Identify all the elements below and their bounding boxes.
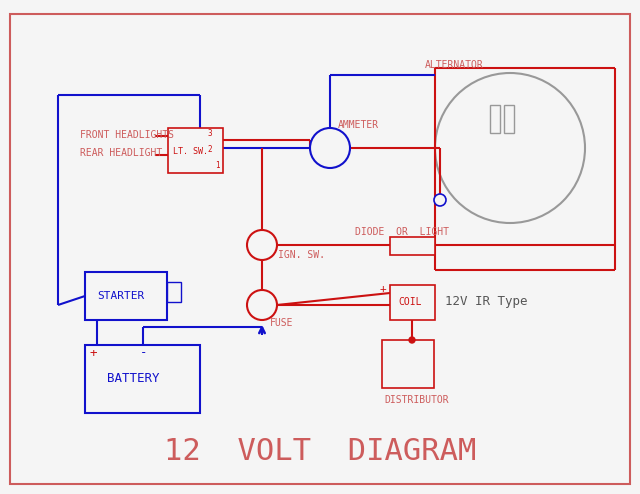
Bar xyxy=(85,272,167,320)
Text: 2: 2 xyxy=(207,146,212,155)
Text: BATTERY: BATTERY xyxy=(107,372,159,385)
Circle shape xyxy=(434,194,446,206)
Circle shape xyxy=(310,128,350,168)
Text: DIODE  OR  LIGHT: DIODE OR LIGHT xyxy=(355,227,449,237)
Text: REAR HEADLIGHT: REAR HEADLIGHT xyxy=(80,148,163,158)
Text: +: + xyxy=(90,346,97,360)
Text: +: + xyxy=(380,284,387,294)
Text: ALTERNATOR: ALTERNATOR xyxy=(425,60,484,70)
Text: B: B xyxy=(434,197,438,206)
Bar xyxy=(390,285,435,320)
Text: 3: 3 xyxy=(207,129,212,138)
Bar xyxy=(85,345,200,413)
Text: IGN. SW.: IGN. SW. xyxy=(278,250,325,260)
Text: -: - xyxy=(140,346,147,360)
Text: COIL: COIL xyxy=(398,297,422,307)
Text: STARTER: STARTER xyxy=(97,291,144,301)
Text: LT. SW.: LT. SW. xyxy=(173,148,208,157)
Bar xyxy=(167,282,181,302)
Circle shape xyxy=(409,337,415,343)
Text: FRONT HEADLIGHTS: FRONT HEADLIGHTS xyxy=(80,130,174,140)
Bar xyxy=(504,105,514,133)
Text: FUSE: FUSE xyxy=(270,318,294,328)
Bar xyxy=(490,105,500,133)
Bar xyxy=(390,237,435,255)
Circle shape xyxy=(247,230,277,260)
Bar xyxy=(382,340,434,388)
Text: AMMETER: AMMETER xyxy=(338,120,379,130)
Text: 12V IR Type: 12V IR Type xyxy=(445,295,527,308)
Text: DISTRIBUTOR: DISTRIBUTOR xyxy=(384,395,449,405)
Text: 12  VOLT  DIAGRAM: 12 VOLT DIAGRAM xyxy=(164,438,476,466)
Text: 1: 1 xyxy=(215,162,220,170)
Circle shape xyxy=(247,290,277,320)
Bar xyxy=(168,128,223,173)
